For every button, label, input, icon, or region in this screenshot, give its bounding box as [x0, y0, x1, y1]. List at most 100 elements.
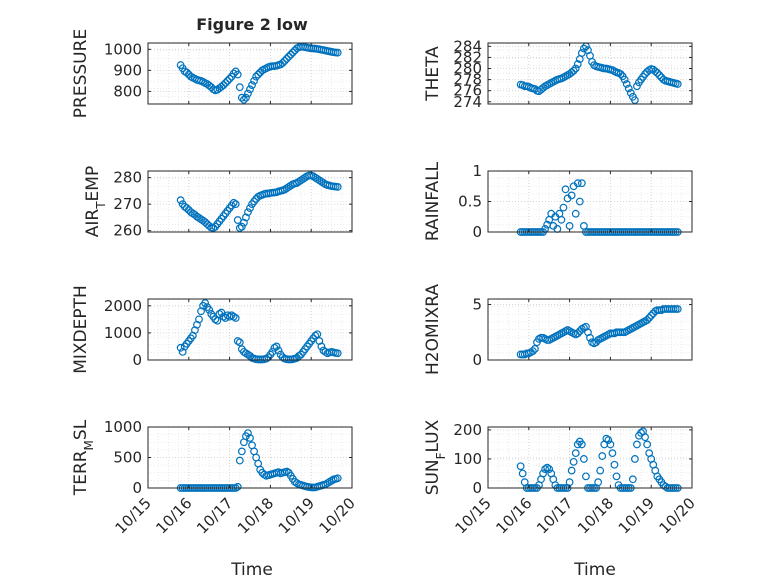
- data-point: [643, 440, 652, 449]
- y-axis-label-theta: THETA: [423, 46, 443, 102]
- data-point: [651, 67, 660, 76]
- axes-box-theta: [487, 42, 693, 105]
- data-point: [653, 69, 662, 77]
- data-point: [673, 80, 682, 88]
- y-tick-label: 280: [453, 60, 482, 78]
- data-point: [598, 452, 607, 460]
- data-point: [221, 79, 230, 87]
- data-point: [637, 428, 645, 437]
- data-point: [602, 434, 611, 443]
- data-point: [242, 213, 250, 222]
- data-point: [571, 449, 580, 458]
- y-tick-label: 900: [113, 61, 142, 79]
- data-point: [333, 48, 342, 57]
- data-point: [571, 209, 580, 218]
- data-point: [516, 462, 525, 471]
- axes-box-air_temp: [147, 170, 353, 233]
- data-point: [284, 52, 293, 61]
- data-point: [333, 349, 342, 358]
- data-point: [239, 95, 248, 104]
- data-point: [217, 308, 226, 317]
- data-point: [616, 70, 625, 78]
- data-point: [176, 343, 185, 352]
- data-point: [545, 465, 554, 474]
- figure-title: Figure 2 low: [196, 15, 308, 34]
- data-point: [254, 70, 263, 79]
- data-point: [235, 456, 244, 465]
- data-point: [518, 469, 527, 478]
- data-point: [248, 81, 256, 89]
- data-point: [235, 338, 244, 347]
- data-point: [643, 316, 652, 324]
- data-point: [201, 299, 210, 307]
- y-tick-label: 1000: [104, 40, 142, 58]
- y-tick-label: 0: [472, 351, 482, 369]
- data-point: [633, 440, 641, 449]
- y-tick-label: 200: [453, 421, 482, 439]
- data-point: [213, 316, 222, 325]
- data-point: [633, 82, 641, 91]
- data-point: [573, 179, 582, 188]
- data-point: [567, 466, 576, 475]
- data-point: [575, 197, 584, 206]
- data-point: [235, 83, 244, 92]
- series-theta: [516, 42, 682, 105]
- axes-box-sun_flux: [487, 426, 693, 489]
- data-point: [223, 76, 232, 85]
- data-point: [235, 224, 244, 232]
- data-point: [262, 354, 271, 363]
- data-point: [311, 331, 320, 340]
- data-point: [233, 70, 242, 79]
- y-tick-label: 0: [472, 479, 482, 497]
- series-mixdepth: [176, 299, 342, 364]
- data-point: [231, 200, 240, 209]
- data-point: [211, 315, 220, 324]
- data-point: [295, 352, 303, 360]
- series-air_temp: [176, 171, 342, 232]
- data-point: [582, 472, 590, 481]
- data-point: [229, 198, 238, 207]
- data-point: [543, 463, 552, 472]
- data-point: [237, 447, 246, 456]
- data-point: [219, 81, 228, 89]
- data-point: [237, 222, 246, 231]
- data-point: [225, 74, 234, 83]
- y-tick-label: 260: [113, 222, 142, 240]
- data-point: [577, 440, 586, 449]
- y-axis-label-rainfall: RAINFALL: [423, 161, 443, 241]
- data-point: [539, 469, 547, 478]
- data-point: [531, 345, 539, 353]
- data-point: [577, 179, 586, 188]
- data-point: [242, 93, 250, 102]
- data-point: [250, 76, 258, 85]
- y-tick-label: 2000: [104, 297, 142, 315]
- y-tick-label: 274: [453, 93, 482, 111]
- series-pressure: [176, 42, 342, 104]
- data-point: [280, 56, 289, 65]
- data-point: [586, 333, 594, 342]
- data-point: [557, 215, 566, 224]
- data-point: [655, 71, 664, 80]
- data-point: [645, 313, 654, 322]
- data-point: [246, 434, 254, 442]
- y-tick-label: 278: [453, 71, 482, 89]
- data-point: [233, 482, 242, 491]
- data-point: [541, 465, 550, 474]
- data-point: [278, 59, 287, 67]
- data-point: [244, 208, 252, 217]
- y-axis-label-h2omixra: H2OMIXRA: [423, 284, 443, 375]
- y-axis-label-air_temp: AIRTEMP: [83, 166, 108, 237]
- y-tick-label: 276: [453, 82, 482, 100]
- data-point: [317, 342, 326, 351]
- y-axis-label-sun_flux: SUNFLUX: [423, 419, 448, 495]
- data-point: [579, 455, 588, 463]
- data-point: [606, 440, 615, 449]
- y-tick-label: 800: [113, 82, 142, 100]
- x-axis-label-left: Time: [230, 560, 273, 580]
- data-point: [567, 68, 576, 77]
- y-tick-label: 0: [132, 479, 142, 497]
- panel-air_temp: 260 270 280 AIRTEMP: [83, 166, 353, 240]
- y-tick-label: 270: [113, 195, 142, 213]
